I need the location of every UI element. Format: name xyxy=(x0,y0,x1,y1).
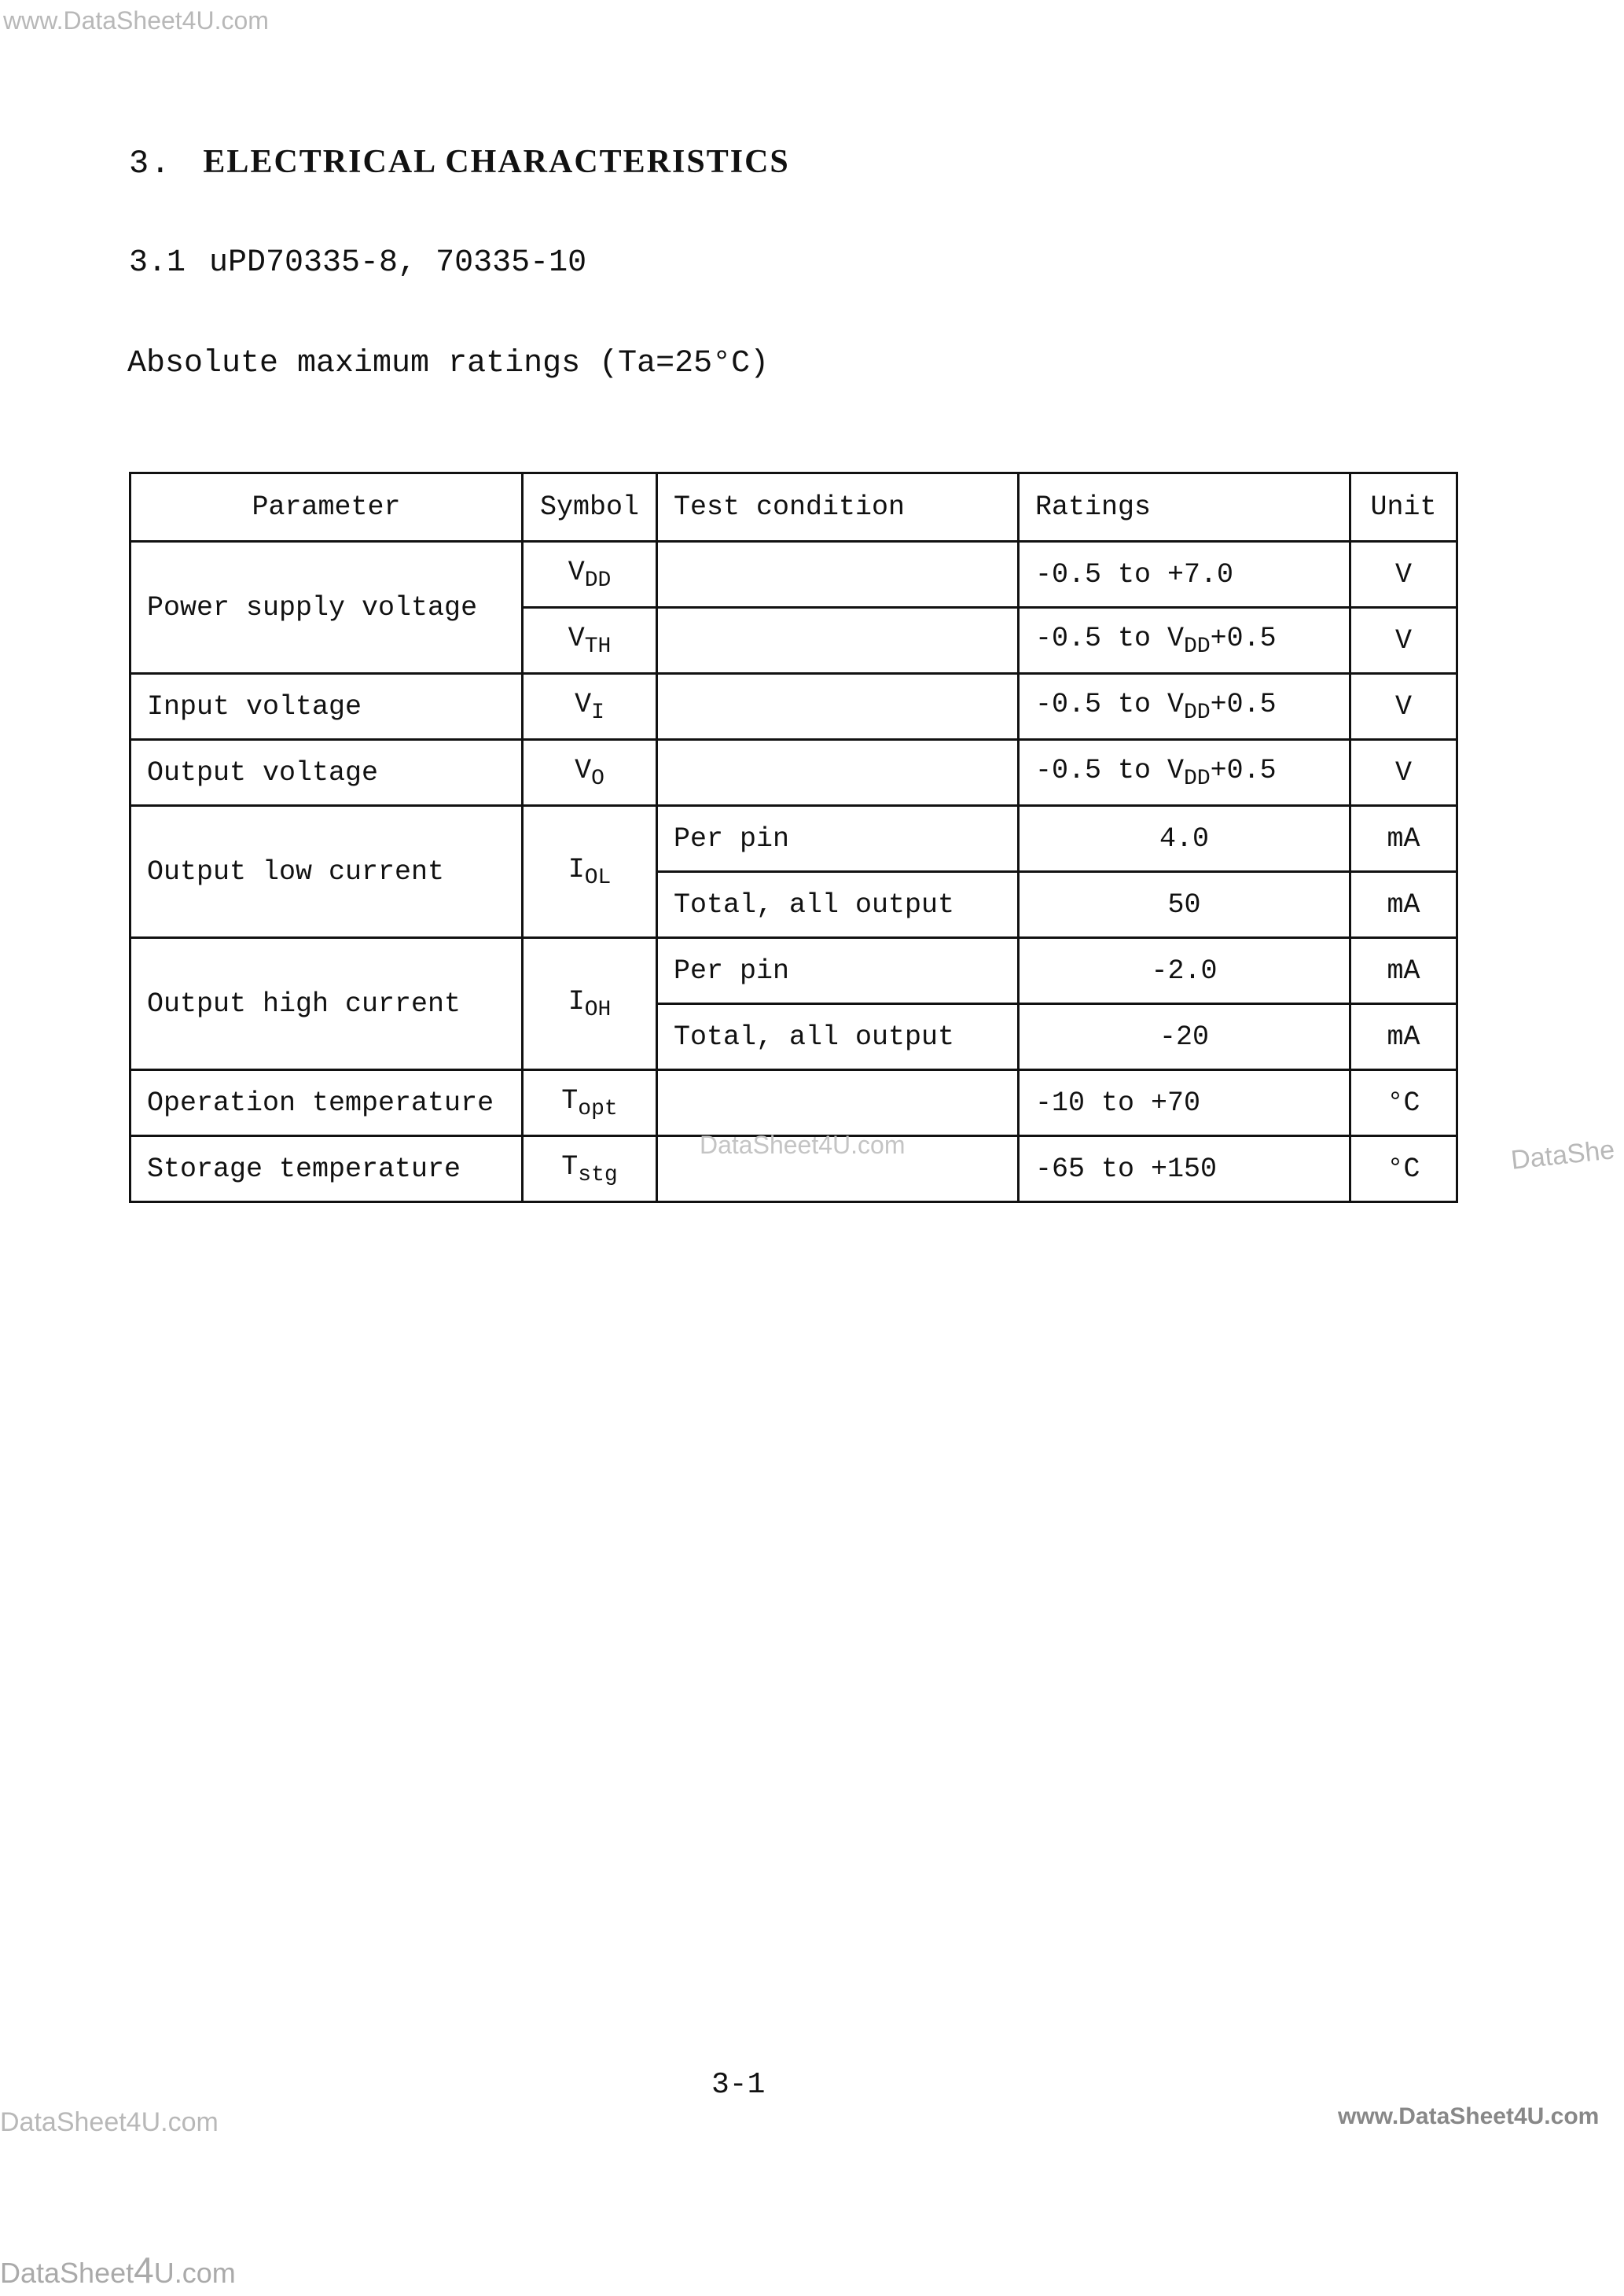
section-number: 3. xyxy=(129,145,172,182)
watermark-bottom-right: www.DataSheet4U.com xyxy=(1338,2103,1600,2129)
condition-cell: Per pin xyxy=(656,804,1020,873)
unit-cell: mA xyxy=(1349,870,1458,939)
unit-cell: mA xyxy=(1349,804,1458,873)
header-test-condition: Test condition xyxy=(656,472,1020,543)
parameter-cell: Input voltage xyxy=(129,672,524,741)
condition-cell: Per pin xyxy=(656,936,1020,1005)
table-row: VTH -0.5 to VDD+0.5 V xyxy=(130,606,1458,675)
parameter-cell: Output high current xyxy=(129,936,524,1071)
watermark-top-left: www.DataSheet4U.com xyxy=(3,6,269,35)
symbol-cell: VO xyxy=(521,738,658,807)
table-row: Operation temperature Topt -10 to +70 °C xyxy=(129,1069,1458,1137)
table-row: Output low current IOL Per pin 4.0 mA xyxy=(129,804,1458,939)
parameter-cell: Output voltage xyxy=(129,738,524,807)
symbol-cell: VDD xyxy=(521,540,658,609)
condition-cell xyxy=(656,672,1020,741)
symbol-cell: Tstg xyxy=(521,1135,658,1203)
rating-cell: -0.5 to VDD+0.5 xyxy=(1017,672,1351,741)
table-row: Total, all output 50 mA xyxy=(130,870,1458,939)
unit-cell: V xyxy=(1349,606,1458,675)
table-row: Output voltage VO -0.5 to VDD+0.5 V xyxy=(129,738,1458,807)
table-row: Power supply voltage VDD -0.5 to +7.0 V xyxy=(129,540,1458,675)
unit-cell: °C xyxy=(1349,1069,1458,1137)
condition-cell: Total, all output xyxy=(656,1003,1020,1071)
parameter-cell: Power supply voltage xyxy=(129,540,524,675)
absolute-maximum-ratings-table: Parameter Symbol Test condition Ratings … xyxy=(129,472,1458,1203)
condition-cell xyxy=(656,1069,1020,1137)
symbol-cell: VI xyxy=(521,672,658,741)
table-header-row: Parameter Symbol Test condition Ratings … xyxy=(129,472,1458,543)
parameter-cell: Operation temperature xyxy=(129,1069,524,1137)
table-row: Storage temperature Tstg -65 to +150 °C xyxy=(129,1135,1458,1203)
table-row: Total, all output -20 mA xyxy=(130,1003,1458,1071)
watermark-right-edge: DataShe xyxy=(1509,1135,1616,1176)
header-ratings: Ratings xyxy=(1017,472,1351,543)
unit-cell: mA xyxy=(1349,1003,1458,1071)
parameter-cell: Output low current xyxy=(129,804,524,939)
rating-cell: -65 to +150 xyxy=(1017,1135,1351,1203)
header-symbol: Symbol xyxy=(521,472,658,543)
rating-cell: 4.0 xyxy=(1017,804,1351,873)
section-heading: 3. ELECTRICAL CHARACTERISTICS xyxy=(129,143,790,182)
rating-cell: -0.5 to +7.0 xyxy=(1017,540,1351,609)
subsection-heading: 3.1 uPD70335-8, 70335-10 xyxy=(129,245,586,281)
unit-cell: V xyxy=(1349,738,1458,807)
watermark-bottom-left: DataSheet4U.com xyxy=(0,2107,219,2137)
header-parameter: Parameter xyxy=(129,472,524,543)
section-title: ELECTRICAL CHARACTERISTICS xyxy=(203,144,790,180)
condition-cell xyxy=(656,1135,1020,1203)
condition-cell xyxy=(656,738,1020,807)
condition-cell xyxy=(656,606,1020,675)
header-unit: Unit xyxy=(1349,472,1458,543)
rating-cell: 50 xyxy=(1017,870,1351,939)
table-title: Absolute maximum ratings (Ta=25°C) xyxy=(127,346,770,381)
rating-cell: -0.5 to VDD+0.5 xyxy=(1017,606,1351,675)
symbol-cell: Topt xyxy=(521,1069,658,1137)
symbol-cell: IOH xyxy=(521,936,658,1071)
subsection-number: 3.1 xyxy=(129,245,186,281)
condition-cell xyxy=(656,540,1020,609)
condition-cell: Total, all output xyxy=(656,870,1020,939)
watermark-bottom: DataSheet4U.com xyxy=(0,2250,236,2290)
rating-cell: -20 xyxy=(1017,1003,1351,1071)
rating-cell: -10 to +70 xyxy=(1017,1069,1351,1137)
watermark-middle: DataSheet4U.com xyxy=(700,1131,906,1159)
rating-cell: -0.5 to VDD+0.5 xyxy=(1017,738,1351,807)
unit-cell: V xyxy=(1349,672,1458,741)
table-row: Input voltage VI -0.5 to VDD+0.5 V xyxy=(129,672,1458,741)
unit-cell: mA xyxy=(1349,936,1458,1005)
parameter-cell: Storage temperature xyxy=(129,1135,524,1203)
rating-cell: -2.0 xyxy=(1017,936,1351,1005)
symbol-cell: IOL xyxy=(521,804,658,939)
table-row: Output high current IOH Per pin -2.0 mA xyxy=(129,936,1458,1071)
symbol-cell: VTH xyxy=(521,606,658,675)
unit-cell: °C xyxy=(1349,1135,1458,1203)
page-number: 3-1 xyxy=(711,2068,766,2102)
unit-cell: V xyxy=(1349,540,1458,609)
subsection-title: uPD70335-8, 70335-10 xyxy=(209,245,587,281)
